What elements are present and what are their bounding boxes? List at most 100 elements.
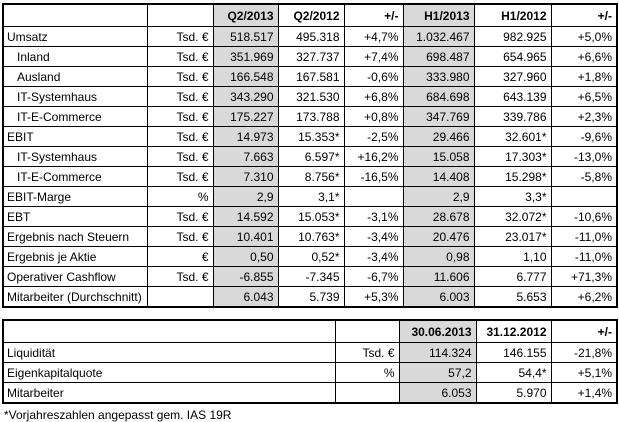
footnote: *Vorjahreszahlen angepasst gem. IAS 19R xyxy=(4,408,232,422)
table-row-ebit-marge: EBIT-Marge % 2,9 3,1* 2,9 3,3* xyxy=(2,186,618,207)
value-cell: 8.756* xyxy=(277,166,345,187)
table-row-mitarbeiter: Mitarbeiter 6.053 5.970 +1,4% xyxy=(2,382,618,404)
row-label: IT-Systemhaus xyxy=(2,146,148,167)
unit-cell: Tsd. € xyxy=(146,166,214,187)
value-cell: 5.653 xyxy=(473,286,552,308)
value-cell: +2,3% xyxy=(550,106,618,127)
unit-cell xyxy=(146,286,214,308)
row-label: EBIT-Marge xyxy=(2,186,148,207)
row-label: Inland xyxy=(2,46,148,67)
value-cell: -3,4% xyxy=(343,226,404,247)
table-spacer xyxy=(2,308,619,319)
header-cell xyxy=(2,319,336,343)
value-cell: +1,8% xyxy=(550,66,618,87)
value-cell: 495.318 xyxy=(277,26,345,47)
value-cell: 17.303* xyxy=(473,146,552,167)
table-row-ebit: EBIT Tsd. € 14.973 15.353* -2,5% 29.466 … xyxy=(2,126,618,147)
value-cell: 343.290 xyxy=(212,86,279,107)
value-cell xyxy=(343,186,404,207)
table-row-mitarbeiter-durchschnitt: Mitarbeiter (Durchschnitt) 6.043 5.739 +… xyxy=(2,286,618,308)
table-row-ergebnis-je-aktie: Ergebnis je Aktie € 0,50 0,52* -3,4% 0,9… xyxy=(2,246,618,267)
value-cell: 11.606 xyxy=(402,266,475,287)
row-label: Ergebnis je Aktie xyxy=(2,246,148,267)
value-cell: 518.517 xyxy=(212,26,279,47)
header-cell xyxy=(2,3,148,27)
value-cell: 10.763* xyxy=(277,226,345,247)
value-cell: 5.970 xyxy=(475,382,552,404)
header-cell xyxy=(334,319,400,343)
unit-cell: Tsd. € xyxy=(146,106,214,127)
header-cell-date-2013: 30.06.2013 xyxy=(398,319,477,343)
value-cell: 167.581 xyxy=(277,66,345,87)
value-cell: 20.476 xyxy=(402,226,475,247)
value-cell: -21,8% xyxy=(550,342,618,363)
value-cell: 15.298* xyxy=(473,166,552,187)
value-cell: 643.139 xyxy=(473,86,552,107)
value-cell: 321.530 xyxy=(277,86,345,107)
row-label: Mitarbeiter (Durchschnitt) xyxy=(2,286,148,308)
value-cell: +1,4% xyxy=(550,382,618,404)
value-cell: 54,4* xyxy=(475,362,552,383)
value-cell: 333.980 xyxy=(402,66,475,87)
value-cell: +4,7% xyxy=(343,26,404,47)
value-cell: +6,8% xyxy=(343,86,404,107)
table-row-ebit-it-e-commerce: IT-E-Commerce Tsd. € 7.310 8.756* -16,5%… xyxy=(2,166,618,187)
value-cell: 327.960 xyxy=(473,66,552,87)
unit-cell: Tsd. € xyxy=(146,146,214,167)
value-cell: 0,98 xyxy=(402,246,475,267)
value-cell: 6.003 xyxy=(402,286,475,308)
row-label: Umsatz xyxy=(2,26,148,47)
value-cell: 2,9 xyxy=(402,186,475,207)
value-cell: 23.017* xyxy=(473,226,552,247)
value-cell: -6,7% xyxy=(343,266,404,287)
value-cell: -6.855 xyxy=(212,266,279,287)
value-cell: 684.698 xyxy=(402,86,475,107)
value-cell: 5.739 xyxy=(277,286,345,308)
table-row-umsatz: Umsatz Tsd. € 518.517 495.318 +4,7% 1.03… xyxy=(2,26,618,47)
value-cell: 7.663 xyxy=(212,146,279,167)
value-cell xyxy=(550,186,618,207)
value-cell: -11,0% xyxy=(550,226,618,247)
value-cell: 339.786 xyxy=(473,106,552,127)
value-cell: -0,6% xyxy=(343,66,404,87)
value-cell: 3,1* xyxy=(277,186,345,207)
unit-cell: % xyxy=(334,362,400,383)
value-cell: 6.043 xyxy=(212,286,279,308)
table-row-eigenkapitalquote: Eigenkapitalquote % 57,2 54,4* +5,1% xyxy=(2,362,618,383)
value-cell: 0,52* xyxy=(277,246,345,267)
unit-cell: Tsd. € xyxy=(146,226,214,247)
value-cell: -10,6% xyxy=(550,206,618,227)
value-cell: +71,3% xyxy=(550,266,618,287)
unit-cell: Tsd. € xyxy=(146,46,214,67)
value-cell: 57,2 xyxy=(398,362,477,383)
value-cell: 6.597* xyxy=(277,146,345,167)
unit-cell: Tsd. € xyxy=(146,26,214,47)
row-label: Liquidität xyxy=(2,342,336,363)
value-cell: +6,5% xyxy=(550,86,618,107)
row-label: EBT xyxy=(2,206,148,227)
value-cell: +5,0% xyxy=(550,26,618,47)
value-cell: -2,5% xyxy=(343,126,404,147)
value-cell: 14.973 xyxy=(212,126,279,147)
key-figures-quarterly-table: Q2/2013 Q2/2012 +/- H1/2013 H1/2012 +/- … xyxy=(2,3,618,308)
value-cell: -3,1% xyxy=(343,206,404,227)
table-row-it-systemhaus: IT-Systemhaus Tsd. € 343.290 321.530 +6,… xyxy=(2,86,618,107)
value-cell: +16,2% xyxy=(343,146,404,167)
value-cell: +6,6% xyxy=(550,46,618,67)
value-cell: -9,6% xyxy=(550,126,618,147)
row-label: EBIT xyxy=(2,126,148,147)
table-row-ergebnis-nach-steuern: Ergebnis nach Steuern Tsd. € 10.401 10.7… xyxy=(2,226,618,247)
value-cell: 347.769 xyxy=(402,106,475,127)
unit-cell xyxy=(334,382,400,404)
value-cell: -5,8% xyxy=(550,166,618,187)
value-cell: 15.058 xyxy=(402,146,475,167)
table-row-operativer-cashflow: Operativer Cashflow Tsd. € -6.855 -7.345… xyxy=(2,266,618,287)
header-cell-q2-2013: Q2/2013 xyxy=(212,3,279,27)
table-row-ebt: EBT Tsd. € 14.592 15.053* -3,1% 28.678 3… xyxy=(2,206,618,227)
table-header-row: Q2/2013 Q2/2012 +/- H1/2013 H1/2012 +/- xyxy=(2,3,618,27)
value-cell: -13,0% xyxy=(550,146,618,167)
value-cell: 6.777 xyxy=(473,266,552,287)
value-cell: 0,50 xyxy=(212,246,279,267)
value-cell: -3,4% xyxy=(343,246,404,267)
